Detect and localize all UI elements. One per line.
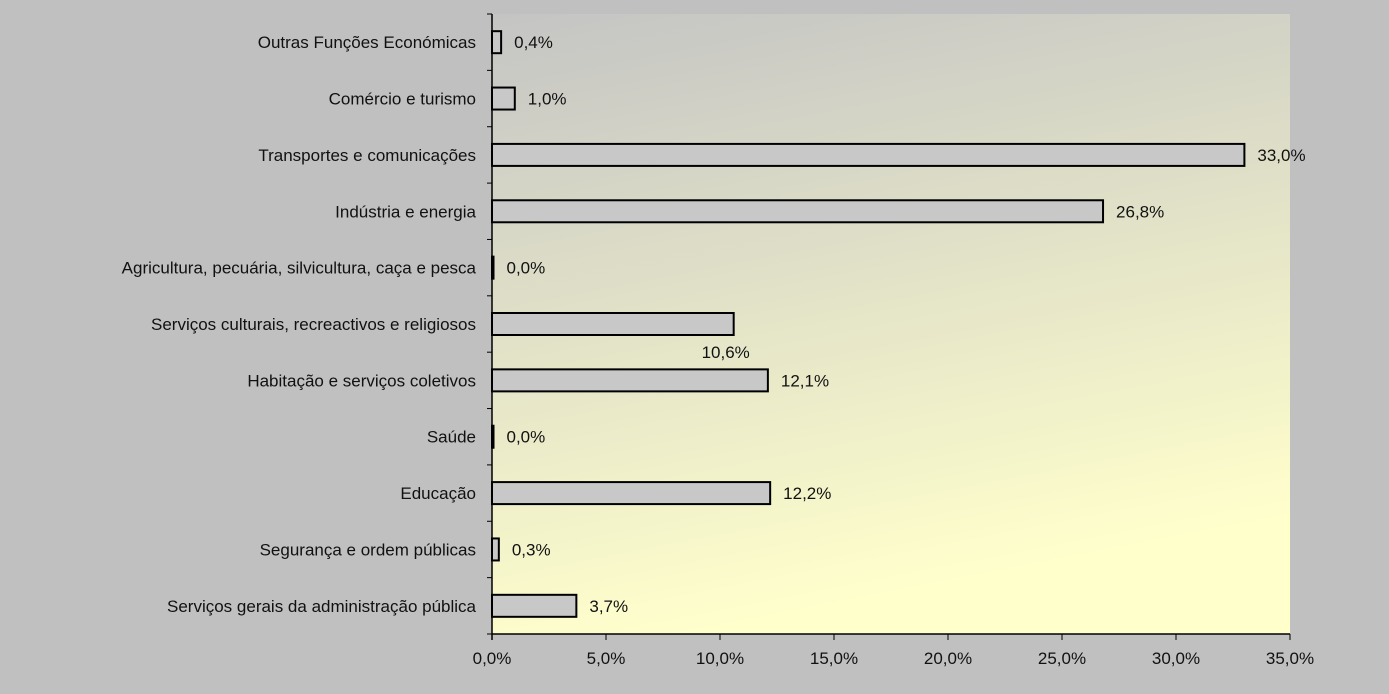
x-tick-label: 20,0% <box>924 649 972 668</box>
category-label: Serviços gerais da administração pública <box>167 597 477 616</box>
bar <box>491 30 503 55</box>
data-label: 3,7% <box>589 597 628 616</box>
category-label: Agricultura, pecuária, silvicultura, caç… <box>122 259 477 278</box>
category-label: Segurança e ordem públicas <box>260 540 476 559</box>
bar <box>491 368 769 393</box>
category-label: Comércio e turismo <box>329 90 476 109</box>
data-label: 1,0% <box>528 90 567 109</box>
bar <box>491 481 772 506</box>
bar <box>491 86 516 111</box>
data-label: 0,0% <box>507 428 546 447</box>
axes-group <box>487 13 1291 640</box>
data-label: 26,8% <box>1116 202 1164 221</box>
category-label: Educação <box>400 484 476 503</box>
x-tick-label: 0,0% <box>473 649 512 668</box>
data-label: 12,2% <box>783 484 831 503</box>
category-label: Serviços culturais, recreactivos e relig… <box>151 315 476 334</box>
category-label: Outras Funções Económicas <box>258 33 476 52</box>
category-label: Transportes e comunicações <box>258 146 476 165</box>
x-tick-label: 10,0% <box>696 649 744 668</box>
bar <box>491 312 735 336</box>
x-tick-label: 25,0% <box>1038 649 1086 668</box>
category-label: Habitação e serviços coletivos <box>247 371 476 390</box>
data-label: 10,6% <box>702 343 750 362</box>
bar <box>491 142 1246 167</box>
x-tick-label: 15,0% <box>810 649 858 668</box>
category-label: Indústria e energia <box>335 202 476 221</box>
data-label: 0,4% <box>514 33 553 52</box>
labels-group: Outras Funções Económicas 0,4% Comércio e … <box>122 33 1314 668</box>
bar <box>491 537 500 562</box>
data-label: 0,3% <box>512 540 551 559</box>
data-label: 12,1% <box>781 371 829 390</box>
x-tick-label: 5,0% <box>587 649 626 668</box>
bar <box>491 593 578 618</box>
data-label: 0,0% <box>507 259 546 278</box>
category-label: Saúde <box>427 428 476 447</box>
x-tick-label: 30,0% <box>1152 649 1200 668</box>
x-tick-label: 35,0% <box>1266 649 1314 668</box>
bar <box>491 199 1105 224</box>
data-label: 33,0% <box>1257 146 1305 165</box>
